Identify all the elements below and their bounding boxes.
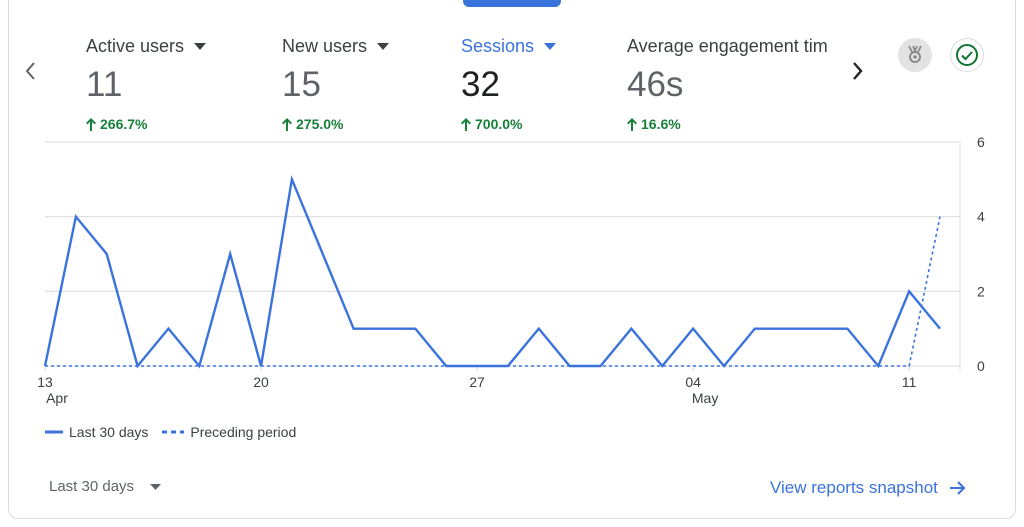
metric-label: New users xyxy=(282,36,390,57)
metric-change: 16.6% xyxy=(627,116,839,132)
metric-label: Sessions xyxy=(461,36,557,57)
snapshot-link-label: View reports snapshot xyxy=(770,478,938,497)
chart-legend: Last 30 days Preceding period xyxy=(45,424,310,440)
metric-sessions[interactable]: Sessions 32 700.0% xyxy=(461,36,557,132)
series-line-last-30-days xyxy=(43,174,941,369)
solid-line-swatch-icon xyxy=(45,430,63,434)
metric-label-text: Active users xyxy=(86,36,185,56)
metric-label: Active users xyxy=(86,36,207,57)
check-status-button[interactable] xyxy=(950,38,984,72)
insight-icon xyxy=(908,45,922,63)
metric-label-text: Average engagement tim xyxy=(627,36,828,56)
metric-new-users[interactable]: New users 15 275.0% xyxy=(282,36,390,132)
metric-change-text: 266.7% xyxy=(100,116,148,132)
x-tick-label-month: Apr xyxy=(46,390,68,406)
next-metrics-button[interactable] xyxy=(846,58,870,84)
chevron-left-icon xyxy=(25,62,35,80)
arrow-right-icon xyxy=(949,481,966,495)
x-tick-label-month: May xyxy=(692,390,718,406)
y-tick-label: 2 xyxy=(977,283,985,299)
arrow-up-icon xyxy=(86,117,96,131)
x-tick-label-day: 13 xyxy=(37,374,53,390)
caret-down-icon[interactable] xyxy=(544,43,557,50)
metric-value: 15 xyxy=(282,65,321,104)
previous-metrics-button[interactable] xyxy=(18,58,42,84)
view-reports-snapshot-link[interactable]: View reports snapshot xyxy=(770,478,966,498)
metric-change-text: 700.0% xyxy=(475,116,523,132)
metric-average-engagement-time[interactable]: Average engagement tim 46s 16.6% xyxy=(627,36,839,132)
series-line-preceding-period xyxy=(45,216,941,367)
arrow-up-icon xyxy=(282,117,292,131)
metric-value: 46s xyxy=(627,65,684,104)
legend-label: Preceding period xyxy=(190,424,297,440)
y-tick-label: 6 xyxy=(977,134,985,150)
active-tab-indicator xyxy=(463,0,561,7)
metric-label-text: New users xyxy=(282,36,368,56)
caret-down-icon[interactable] xyxy=(194,43,207,50)
y-tick-label: 4 xyxy=(977,209,985,225)
x-tick-label-day: 27 xyxy=(469,374,485,390)
legend-label: Last 30 days xyxy=(69,424,149,440)
caret-down-icon xyxy=(150,483,162,490)
metric-label: Average engagement tim xyxy=(627,36,839,57)
x-tick-label-day: 11 xyxy=(902,374,917,390)
date-range-dropdown[interactable]: Last 30 days xyxy=(49,478,162,495)
legend-item-last-30-days: Last 30 days xyxy=(45,424,148,440)
x-tick-label-day: 04 xyxy=(685,374,701,390)
metric-change-text: 275.0% xyxy=(296,116,344,132)
metric-active-users[interactable]: Active users 11 266.7% xyxy=(86,36,207,132)
dashed-line-swatch-icon xyxy=(162,430,185,434)
arrow-up-icon xyxy=(627,117,637,131)
chevron-right-icon xyxy=(853,62,863,80)
check-circle-icon xyxy=(956,44,978,66)
metric-change-text: 16.6% xyxy=(641,116,681,132)
metric-value: 11 xyxy=(86,65,123,104)
metric-change: 266.7% xyxy=(86,116,206,132)
y-tick-label: 0 xyxy=(977,358,985,374)
arrow-up-icon xyxy=(461,117,471,131)
caret-down-icon[interactable] xyxy=(377,43,390,50)
date-range-label: Last 30 days xyxy=(49,478,135,495)
metric-label-text: Sessions xyxy=(461,36,535,56)
x-tick-label-day: 20 xyxy=(253,374,269,390)
metric-change: 275.0% xyxy=(282,116,389,132)
metric-value: 32 xyxy=(461,65,500,104)
legend-item-preceding-period: Preceding period xyxy=(162,424,296,440)
insights-button[interactable] xyxy=(898,38,932,72)
metric-change: 700.0% xyxy=(461,116,556,132)
